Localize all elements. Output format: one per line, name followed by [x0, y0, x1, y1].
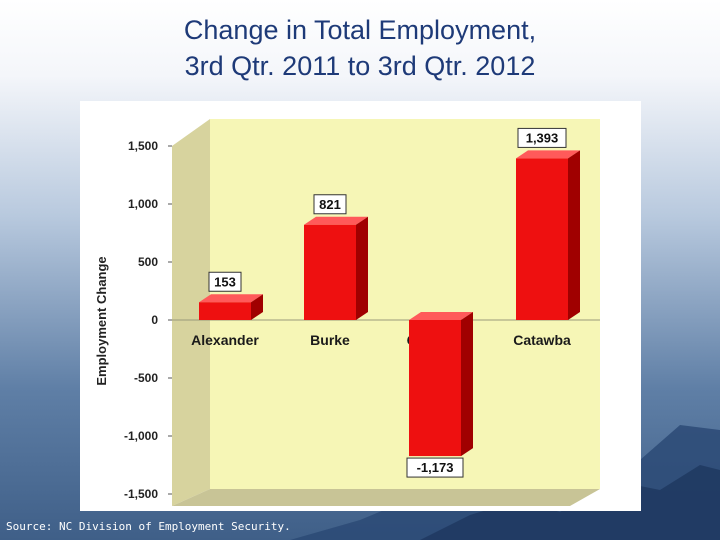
bar-front-face [516, 158, 568, 320]
bar-side-face [568, 150, 580, 320]
y-axis-title: Employment Change [94, 256, 109, 385]
bar [304, 216, 368, 320]
data-label: 153 [214, 274, 236, 289]
data-label-box [313, 194, 347, 215]
category-label: Catawba [513, 332, 571, 348]
data-label-box [208, 271, 242, 292]
bar-top-face [516, 150, 580, 159]
category-label: Alexander [191, 332, 259, 348]
data-label: 821 [319, 197, 341, 212]
y-tick-label: -1,000 [124, 429, 158, 443]
bar-chart: 1,500 1,000 500 0 -500 -1,000 -1,500 Alexander… [94, 119, 600, 506]
bar-top-face [304, 216, 368, 225]
bar-top-face [199, 294, 263, 303]
bar [516, 150, 580, 320]
bar [409, 312, 473, 457]
slide-title: Change in Total Employment, 3rd Qtr. 201… [60, 12, 660, 84]
y-tick-label: 1,500 [128, 139, 158, 153]
chart-back-wall [210, 119, 600, 489]
bar-top-face [409, 312, 473, 320]
chart-side-wall [172, 119, 210, 506]
chart-panel: 1,500 1,000 500 0 -500 -1,000 -1,500 Alexander… [80, 101, 641, 511]
chart-floor [172, 489, 600, 506]
bar-front-face [409, 320, 461, 457]
category-label: Burke [310, 332, 350, 348]
y-tick-label: -1,500 [124, 487, 158, 501]
title-line-1: Change in Total Employment, [183, 15, 537, 45]
bar-front-face [199, 302, 251, 320]
y-tick-label: 0 [151, 313, 158, 327]
source-note: Source: NC Division of Employment Securi… [6, 520, 291, 533]
data-label-box [517, 127, 567, 148]
y-tick-label: 500 [138, 255, 158, 269]
title-line-2: 3rd Qtr. 2011 to 3rd Qtr. 2012 [184, 51, 536, 81]
y-tick-label: -500 [134, 371, 158, 385]
data-label: 1,393 [526, 130, 559, 145]
bar-side-face [356, 216, 368, 320]
bar-side-face [461, 312, 473, 457]
bar [199, 294, 263, 320]
bar-front-face [304, 224, 356, 320]
bar-side-face [251, 294, 263, 320]
data-label-box [406, 457, 464, 478]
data-label: -1,173 [417, 460, 454, 475]
y-tick-label: 1,000 [128, 197, 158, 211]
